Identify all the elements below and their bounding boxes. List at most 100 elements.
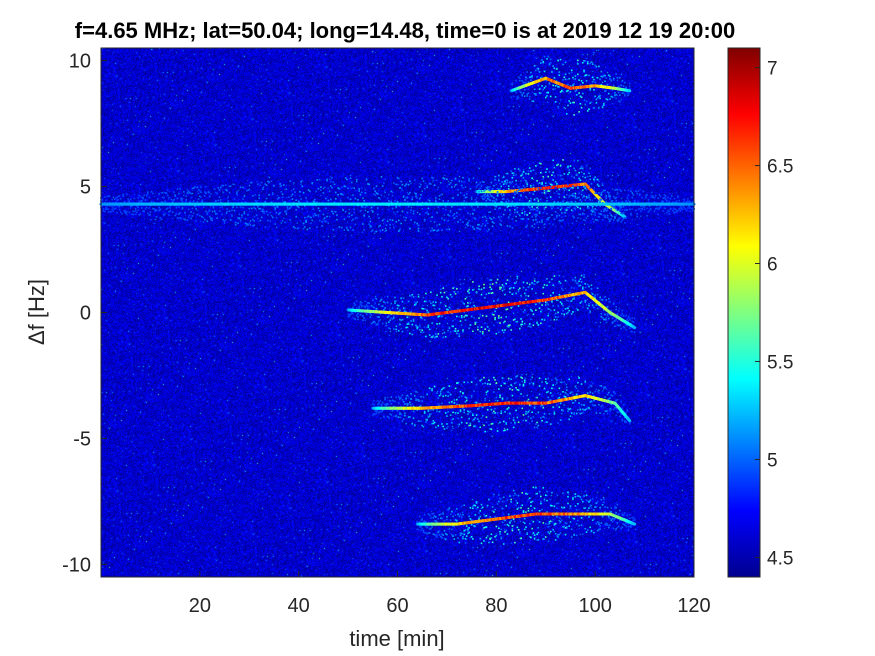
trace-speckle (467, 305, 469, 307)
trace-speckle (500, 224, 503, 226)
trace-speckle (561, 409, 563, 411)
trace-speckle (302, 191, 305, 194)
trace-speckle (625, 522, 627, 524)
trace-speckle (527, 415, 530, 418)
trace-speckle (590, 288, 593, 290)
trace-speckle (514, 205, 516, 208)
trace-speckle (388, 205, 390, 207)
trace-speckle (572, 279, 574, 281)
trace-speckle (105, 208, 107, 211)
trace-speckle (516, 508, 519, 510)
trace-speckle (464, 538, 467, 540)
trace-speckle (354, 197, 357, 200)
trace-speckle (517, 288, 520, 291)
trace-speckle (591, 208, 594, 210)
trace-speckle (478, 512, 480, 514)
trace-speckle (535, 412, 537, 415)
trace-speckle (144, 208, 147, 210)
trace-speckle (405, 183, 407, 186)
trace-speckle (536, 214, 538, 216)
trace-speckle (376, 207, 379, 209)
trace-speckle (658, 193, 661, 196)
trace-speckle (499, 394, 501, 397)
trace-speckle (179, 217, 181, 219)
trace-speckle (456, 212, 458, 214)
trace-speckle (580, 383, 583, 385)
trace-speckle (295, 215, 297, 218)
trace-speckle (636, 215, 638, 218)
trace-speckle (615, 97, 617, 100)
trace-speckle (464, 196, 467, 199)
trace-speckle (511, 389, 514, 391)
trace-speckle (438, 315, 441, 317)
trace-speckle (358, 305, 361, 308)
trace-speckle (588, 304, 590, 307)
trace-speckle (578, 280, 580, 283)
trace-speckle (551, 207, 553, 210)
trace-speckle (369, 312, 372, 315)
trace-speckle (523, 214, 526, 216)
trace-speckle (121, 212, 123, 215)
trace-speckle (549, 504, 552, 507)
trace-speckle (359, 314, 362, 316)
trace-speckle (612, 320, 615, 323)
trace-speckle (611, 321, 614, 324)
trace-speckle (472, 538, 474, 540)
trace-speckle (543, 207, 546, 209)
trace-speckle (515, 499, 517, 502)
trace-speckle (201, 200, 204, 203)
trace-speckle (616, 76, 619, 79)
trace-speckle (564, 215, 567, 217)
trace-speckle (567, 495, 569, 498)
trace-speckle (428, 334, 431, 336)
trace-speckle (527, 88, 530, 91)
trace-speckle (458, 179, 461, 182)
trace-speckle (474, 514, 477, 516)
trace-speckle (601, 75, 604, 78)
trace-speckle (505, 183, 508, 185)
trace-speckle (287, 208, 290, 210)
trace-speckle (552, 159, 554, 162)
trace-speckle (658, 206, 661, 209)
trace-speckle (399, 413, 401, 416)
trace-speckle (628, 514, 631, 516)
trace-speckle (266, 180, 269, 183)
trace-speckle (621, 514, 624, 516)
trace-speckle (563, 189, 566, 192)
trace-speckle (376, 410, 379, 413)
trace-speckle (577, 409, 579, 411)
trace-speckle (605, 197, 608, 200)
trace-speckle (399, 318, 401, 321)
trace-speckle (541, 221, 543, 223)
trace-speckle (553, 524, 556, 526)
trace-speckle (538, 211, 541, 214)
trace-speckle (547, 218, 550, 221)
trace-speckle (486, 193, 489, 195)
trace-speckle (500, 316, 503, 319)
trace-speckle (582, 92, 584, 95)
trace-speckle (352, 218, 354, 221)
trace-speckle (470, 519, 473, 521)
trace-speckle (515, 79, 517, 82)
trace-speckle (380, 403, 383, 406)
trace-speckle (542, 88, 545, 91)
trace-speckle (612, 205, 615, 208)
trace-speckle (542, 405, 545, 407)
trace-speckle (619, 208, 621, 210)
trace-speckle (484, 224, 487, 227)
trace-speckle (222, 219, 225, 221)
trace-speckle (501, 507, 504, 510)
trace-speckle (510, 384, 512, 386)
trace-speckle (428, 328, 431, 331)
trace-speckle (506, 279, 509, 281)
trace-speckle (498, 188, 500, 191)
trace-speckle (557, 105, 559, 108)
trace-speckle (311, 219, 314, 222)
trace-speckle (606, 506, 609, 509)
trace-speckle (402, 297, 405, 299)
trace-speckle (400, 413, 403, 415)
trace-speckle (427, 207, 430, 210)
trace-speckle (409, 416, 411, 419)
trace-speckle (526, 185, 529, 188)
trace-speckle (598, 200, 600, 203)
